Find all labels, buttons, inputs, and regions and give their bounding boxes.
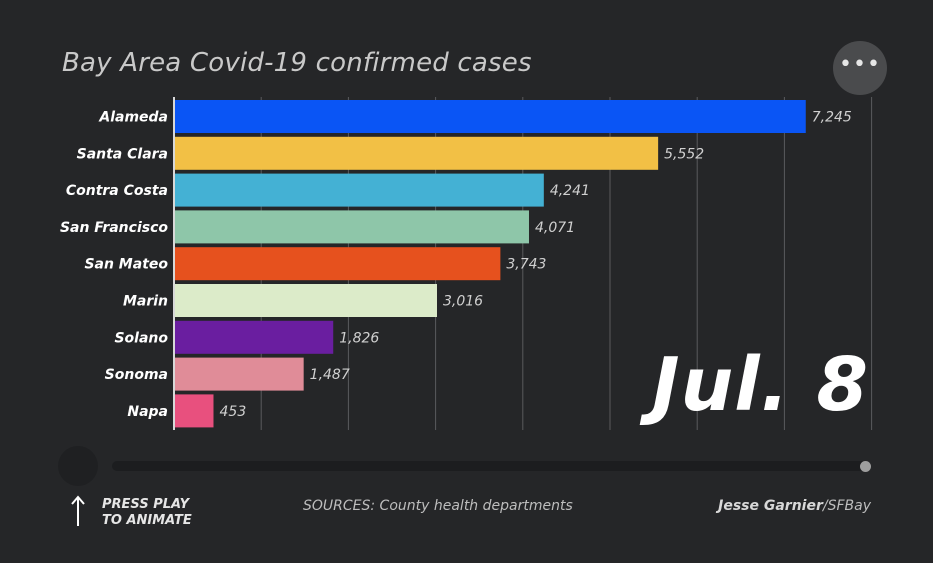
bar-sonoma: [174, 357, 304, 391]
value-label: 453: [220, 404, 247, 420]
value-label: 1,826: [339, 330, 379, 346]
more-options-button[interactable]: •••: [833, 41, 887, 95]
bar-alameda: [174, 100, 806, 133]
category-label: Solano: [114, 330, 168, 346]
category-label: Alameda: [98, 110, 168, 126]
press-play-label: PRESS PLAY TO ANIMATE: [102, 497, 192, 529]
bar-napa: [174, 394, 214, 428]
category-label: Santa Clara: [77, 146, 168, 162]
date-label: Jul. 8: [652, 342, 869, 428]
bar-chart: Alameda 7,245 Santa Clara 5,552 Contra Costa…: [60, 97, 873, 430]
bar-santa-clara: [174, 136, 659, 170]
bar-san-francisco: [174, 210, 529, 244]
category-label: Napa: [127, 404, 168, 420]
chart-title: Bay Area Covid-19 confirmed cases: [62, 48, 532, 78]
bar-san-mateo: [174, 247, 501, 281]
author-name: Jesse Garnier: [718, 498, 823, 514]
category-label: Sonoma: [105, 367, 168, 383]
credit: Jesse Garnier/SFBay: [718, 498, 871, 514]
arrow-up-icon: [71, 495, 85, 526]
category-label: Contra Costa: [66, 183, 168, 199]
value-label: 5,552: [664, 146, 704, 162]
timeline-slider[interactable]: [112, 461, 867, 471]
value-label: 1,487: [310, 367, 350, 383]
more-icon: •••: [839, 52, 881, 77]
bar-marin: [174, 284, 437, 317]
value-label: 4,071: [535, 220, 575, 236]
slider-handle[interactable]: [860, 461, 871, 472]
value-label: 3,016: [443, 294, 483, 310]
press-play-line2: TO ANIMATE: [102, 513, 192, 528]
outlet-name: /SFBay: [822, 498, 871, 514]
value-label: 7,245: [812, 110, 852, 126]
category-label: Marin: [123, 294, 168, 310]
bar-contra-costa: [174, 173, 544, 207]
play-button[interactable]: [58, 446, 98, 486]
value-label: 3,743: [506, 257, 546, 273]
category-label: San Francisco: [60, 220, 168, 236]
category-label: San Mateo: [84, 257, 168, 273]
press-play-line1: PRESS PLAY: [102, 497, 190, 512]
sources-note: SOURCES: County health departments: [303, 498, 573, 514]
bar-solano: [174, 320, 334, 354]
value-label: 4,241: [550, 183, 590, 199]
